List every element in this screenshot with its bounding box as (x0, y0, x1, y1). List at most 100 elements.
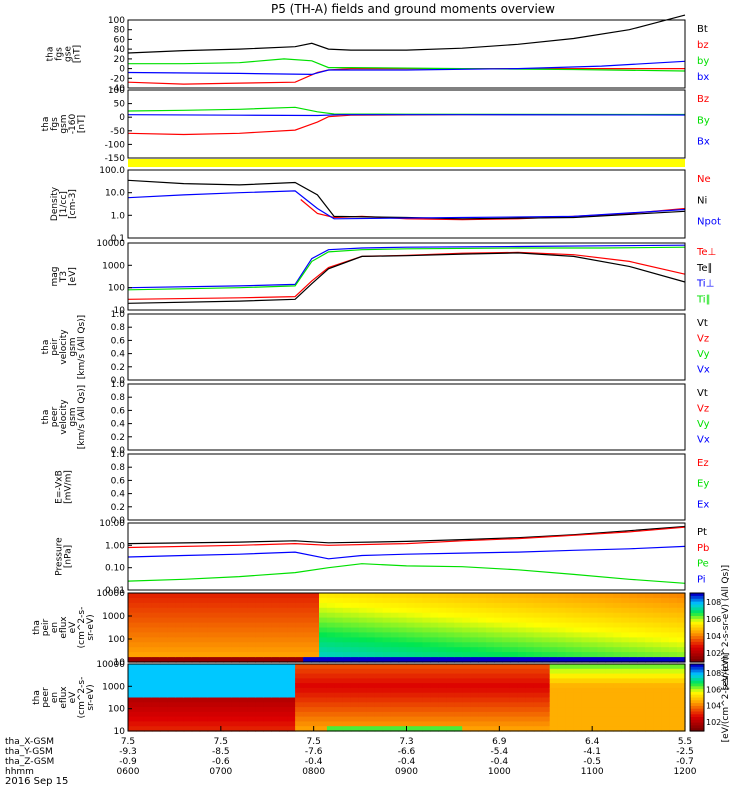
heatmap-cell (382, 673, 392, 679)
heatmap-cell (382, 707, 392, 713)
colorbar-tick-label: 104 (706, 702, 721, 711)
heatmap-cell (629, 602, 638, 609)
heatmap-cell (334, 617, 344, 624)
heatmap-cell (207, 657, 217, 663)
heatmap-cell (271, 711, 280, 718)
heatmap-cell (573, 673, 583, 679)
heatmap-cell (199, 687, 209, 694)
colorbar-cell (690, 621, 704, 626)
heatmap-cell (637, 642, 646, 648)
heatmap-cell (653, 637, 662, 643)
heatmap-cell (358, 647, 368, 653)
series-line-Ni (127, 179, 686, 220)
heatmap-cell (621, 632, 630, 638)
legend-Te⊥: Te⊥ (696, 247, 716, 258)
heatmap-cell (263, 707, 272, 713)
y-axis-label: T3 (59, 271, 69, 283)
heatmap-cell (621, 622, 630, 629)
heatmap-cell (454, 622, 463, 629)
heatmap-cell (565, 707, 575, 713)
heatmap-cell (565, 657, 575, 663)
heatmap-cell (334, 668, 344, 675)
heatmap-cell (637, 627, 646, 633)
heatmap-cell (470, 657, 479, 663)
heatmap-cell (525, 612, 535, 619)
heatmap-cell (621, 617, 630, 624)
heatmap-cell (326, 702, 336, 708)
heatmap-cell (255, 602, 264, 609)
y-axis-label: tha (32, 620, 42, 635)
heatmap-cell (311, 612, 320, 619)
heatmap-cell (557, 612, 567, 619)
heatmap-cell (366, 702, 376, 708)
y-axis-label: (cm^2-s- (77, 607, 87, 649)
heatmap-cell (350, 687, 360, 694)
heatmap-cell (454, 711, 463, 718)
heatmap-cell (414, 683, 424, 689)
heatmap-cell (677, 647, 686, 653)
heatmap-cell (430, 593, 439, 599)
heatmap-cell (255, 597, 264, 604)
heatmap-cell (207, 617, 217, 624)
heatmap-cell (509, 726, 519, 732)
heatmap-cell (597, 642, 607, 648)
y-tick-label: 1.0 (111, 380, 126, 390)
heatmap-cell (438, 627, 447, 633)
heatmap-cell (303, 637, 312, 643)
heatmap-cell (199, 627, 209, 633)
heatmap-cell (541, 642, 551, 648)
heatmap-cell (279, 602, 288, 609)
heatmap-cell (525, 726, 535, 732)
heatmap-cell (653, 607, 662, 614)
heatmap-cell (223, 711, 233, 718)
heatmap-cell (677, 642, 686, 648)
heatmap-cell (533, 632, 543, 638)
heatmap-cell (151, 632, 161, 638)
heatmap-cell (414, 622, 424, 629)
heatmap-cell (414, 707, 424, 713)
heatmap-cell (398, 683, 408, 689)
heatmap-cell (677, 687, 686, 694)
heatmap-cell (398, 678, 408, 684)
heatmap-cell (319, 617, 328, 624)
heatmap-cell (645, 637, 654, 643)
heatmap-cell (541, 612, 551, 619)
heatmap-cell (589, 678, 599, 684)
heatmap-cell (422, 678, 431, 684)
heatmap-cell (454, 697, 463, 703)
heatmap-cell (661, 721, 670, 727)
heatmap-cell (279, 597, 288, 604)
heatmap-cell (502, 668, 511, 675)
heatmap-cell (557, 657, 567, 663)
heatmap-cell (502, 726, 511, 732)
heatmap-cell (183, 702, 193, 708)
heatmap-cell (199, 642, 209, 648)
heatmap-cell (613, 652, 622, 658)
heatmap-cell (517, 652, 527, 658)
x-axis-row-label: tha_X-GSM (5, 737, 54, 747)
heatmap-cell (382, 678, 392, 684)
heatmap-cell (167, 632, 177, 638)
heatmap-cell (199, 647, 209, 653)
colorbar-cell (690, 618, 704, 623)
heatmap-cell (533, 678, 543, 684)
heatmap-cell (541, 622, 551, 629)
heatmap-cell (175, 602, 185, 609)
y-tick-label: 0.8 (111, 393, 126, 403)
heatmap-cell (167, 697, 177, 703)
heatmap-cell (191, 707, 201, 713)
heatmap-cell (326, 683, 336, 689)
heatmap-cell (239, 692, 248, 699)
heatmap-cell (136, 632, 145, 638)
heatmap-cell (549, 597, 559, 604)
heatmap-cell (470, 647, 479, 653)
heatmap-cell (167, 716, 177, 722)
heatmap-cell (136, 602, 145, 609)
heatmap-cell (223, 707, 233, 713)
legend-Vy: Vy (697, 419, 710, 430)
heatmap-cell (151, 678, 161, 684)
heatmap-cell (462, 657, 471, 663)
legend-bz: bz (697, 40, 709, 51)
heatmap-cell (159, 642, 169, 648)
heatmap-cell (422, 597, 431, 604)
